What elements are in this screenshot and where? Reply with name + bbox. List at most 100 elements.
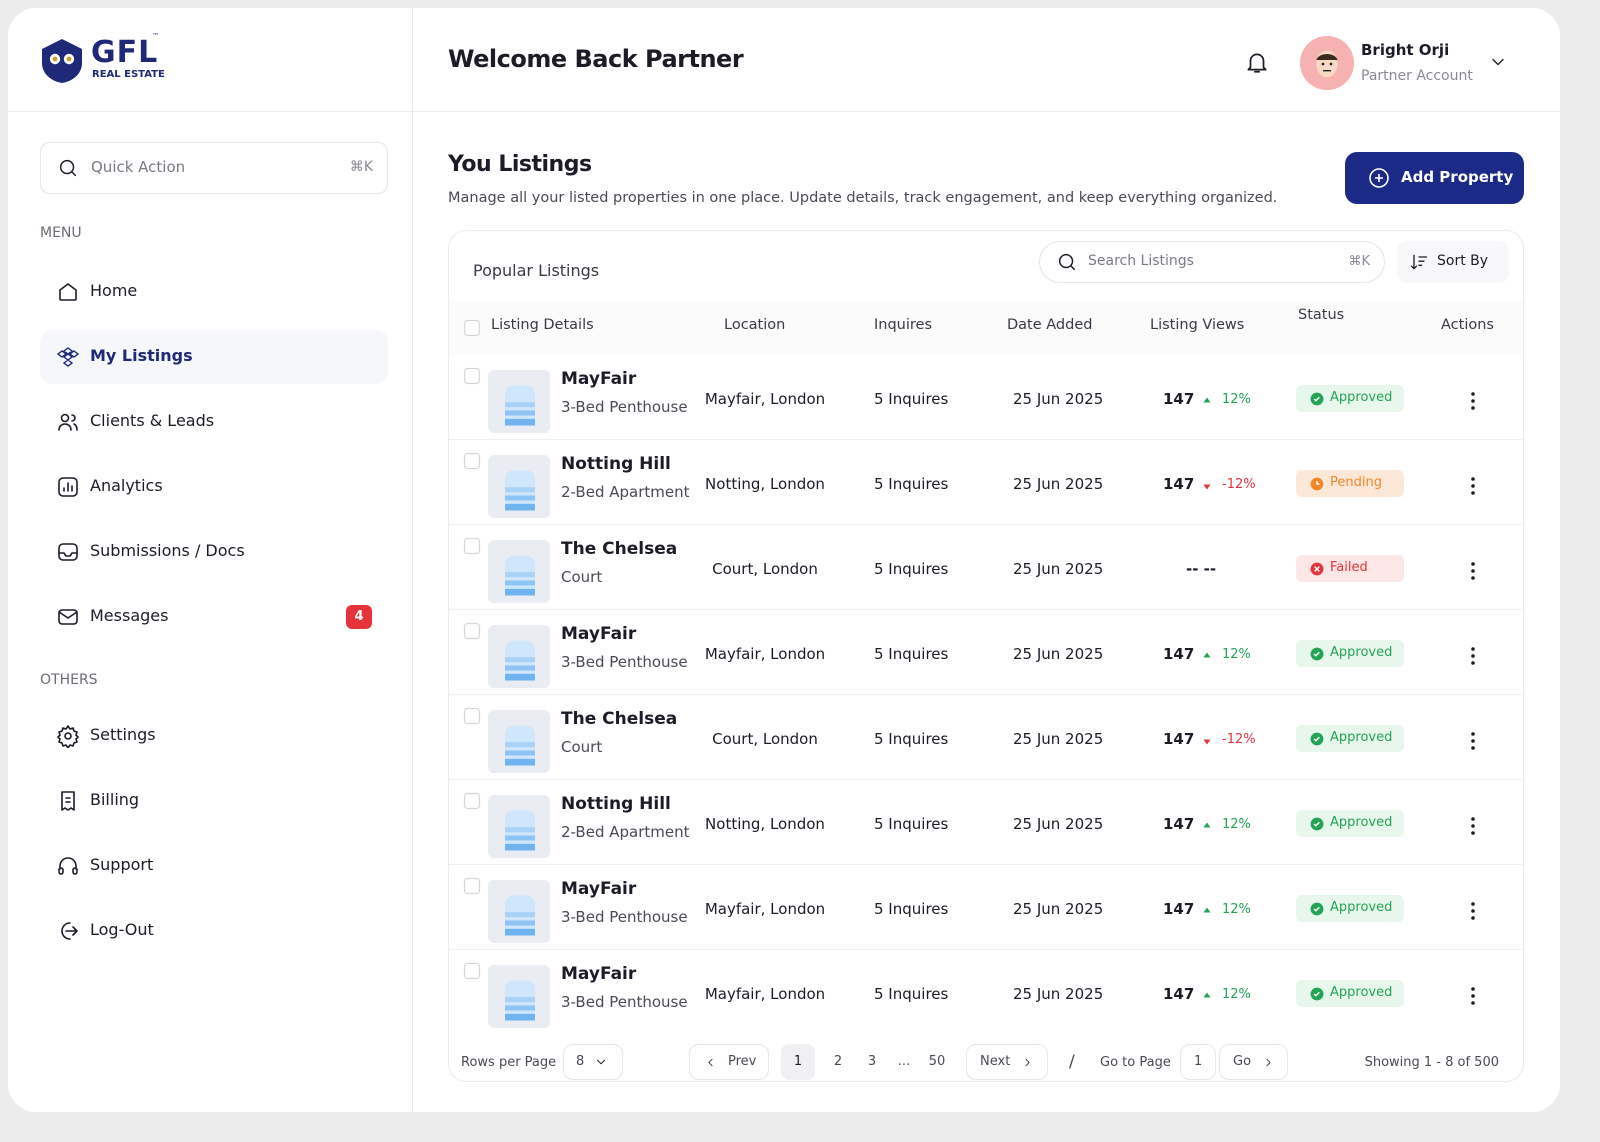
- nav-item[interactable]: Submissions / Docs: [40, 525, 388, 579]
- listing-type: 3-Bed Penthouse: [561, 653, 688, 671]
- listing-views: 147: [1163, 900, 1195, 918]
- avatar-face: [1316, 50, 1338, 78]
- column-header: Date Added: [1007, 317, 1093, 333]
- page-number[interactable]: 50: [928, 1054, 946, 1069]
- nav-item[interactable]: Support: [40, 839, 388, 893]
- listing-thumbnail: [488, 795, 550, 858]
- page-number[interactable]: 3: [867, 1054, 877, 1069]
- nav-item[interactable]: My Listings: [40, 330, 388, 384]
- nav-item[interactable]: Clients & Leads: [40, 395, 388, 449]
- nav-icon: [57, 725, 79, 748]
- page-number[interactable]: 1: [781, 1044, 815, 1080]
- checkbox[interactable]: [463, 622, 481, 640]
- next-button[interactable]: Next: [966, 1044, 1048, 1080]
- listing-location: Court, London: [712, 560, 818, 578]
- prev-button[interactable]: Prev: [689, 1044, 769, 1080]
- checkbox[interactable]: [463, 452, 481, 470]
- column-header: Location: [724, 317, 786, 333]
- table-search[interactable]: Search Listings ⌘K: [1039, 241, 1385, 283]
- nav-item[interactable]: Analytics: [40, 460, 388, 514]
- nav-label: Support: [90, 855, 154, 874]
- status-label: Approved: [1330, 985, 1393, 1000]
- notification-bell[interactable]: [1244, 49, 1270, 75]
- nav-icon: [58, 609, 78, 625]
- listing-inquiries: 5 Inquires: [874, 985, 949, 1003]
- nav-item[interactable]: Home: [40, 265, 388, 319]
- status-badge: Approved: [1296, 980, 1404, 1007]
- nav-item[interactable]: Messages 4: [40, 590, 388, 644]
- nav-label: Analytics: [90, 476, 163, 495]
- listing-location: Mayfair, London: [704, 985, 826, 1003]
- rows-per-page-select[interactable]: 8: [563, 1044, 623, 1080]
- plus-icon: [1369, 168, 1389, 188]
- listing-row: MayFair 3-Bed Penthouse Mayfair, London 5 I…: [449, 865, 1523, 950]
- listing-name: MayFair: [561, 624, 637, 644]
- trend-arrow: [1203, 822, 1211, 828]
- logo-sub: REAL ESTATE: [92, 69, 165, 80]
- go-button[interactable]: Go: [1219, 1044, 1288, 1080]
- nav-item[interactable]: Log-Out: [40, 904, 388, 958]
- status-label: Approved: [1330, 390, 1393, 405]
- nav-item[interactable]: Settings: [40, 709, 388, 763]
- nav-icon: [58, 413, 78, 431]
- trend-arrow: [1203, 992, 1211, 998]
- add-property-button[interactable]: Add Property: [1345, 152, 1524, 204]
- listing-date: 25 Jun 2025: [1013, 645, 1104, 663]
- logo-tm: ™: [152, 32, 159, 40]
- thumbnail-image: [505, 895, 535, 936]
- nav-label: Log-Out: [90, 920, 154, 939]
- checkbox[interactable]: [463, 319, 481, 337]
- checkbox[interactable]: [463, 367, 481, 385]
- row-actions[interactable]: [1461, 559, 1485, 583]
- sidebar-divider: [412, 8, 413, 1112]
- search-placeholder: Quick Action: [91, 158, 186, 176]
- chevron: [1025, 1058, 1030, 1067]
- logo-name: GFL: [91, 35, 159, 70]
- rows-per-page-label: Rows per Page: [461, 1055, 557, 1070]
- quick-action-search[interactable]: Quick Action ⌘K: [40, 142, 388, 194]
- row-actions[interactable]: [1461, 474, 1485, 498]
- listings-card: Popular Listings Search Listings ⌘K Sort By…: [448, 230, 1524, 1082]
- listing-name: MayFair: [561, 964, 637, 984]
- menu-label: MENU: [40, 225, 82, 241]
- thumbnail-image: [505, 385, 535, 426]
- rows-per-page-value: 8: [576, 1054, 585, 1069]
- listing-type: Court: [561, 568, 603, 586]
- listing-location: Mayfair, London: [704, 390, 826, 408]
- status-badge: Approved: [1296, 895, 1404, 922]
- nav-item[interactable]: Billing: [40, 774, 388, 828]
- row-actions[interactable]: [1461, 644, 1485, 668]
- goto-label: Go to Page: [1100, 1055, 1171, 1070]
- user-menu-chevron[interactable]: [1488, 52, 1508, 72]
- column-header: Inquires: [874, 317, 933, 333]
- goto-input[interactable]: 1: [1180, 1044, 1216, 1080]
- checkbox[interactable]: [463, 537, 481, 555]
- listing-name: MayFair: [561, 369, 637, 389]
- row-actions[interactable]: [1461, 729, 1485, 753]
- nav-label: Billing: [90, 790, 140, 809]
- nav-icon: [61, 791, 75, 811]
- page-number[interactable]: 2: [833, 1054, 843, 1069]
- row-actions[interactable]: [1461, 389, 1485, 413]
- thumbnail-image: [505, 725, 535, 766]
- listing-inquiries: 5 Inquires: [874, 560, 949, 578]
- add-property-label: Add Property: [1401, 168, 1514, 186]
- checkbox[interactable]: [463, 962, 481, 980]
- page-number[interactable]: ...: [897, 1054, 911, 1069]
- sort-button[interactable]: Sort By: [1397, 241, 1509, 283]
- status-label: Failed: [1330, 560, 1368, 575]
- listing-row: Notting Hill 2-Bed Apartment Notting, Lond…: [449, 440, 1523, 525]
- listing-date: 25 Jun 2025: [1013, 390, 1104, 408]
- row-actions[interactable]: [1461, 984, 1485, 1008]
- checkbox[interactable]: [463, 877, 481, 895]
- checkbox[interactable]: [463, 707, 481, 725]
- checkbox[interactable]: [463, 792, 481, 810]
- pagination-separator: /: [1069, 1052, 1075, 1072]
- listing-change: 12%: [1222, 817, 1251, 832]
- listing-inquiries: 5 Inquires: [874, 900, 949, 918]
- search-shortcut: ⌘K: [349, 159, 373, 175]
- showing-count: Showing 1 - 8 of 500: [1364, 1055, 1499, 1070]
- row-actions[interactable]: [1461, 899, 1485, 923]
- listing-thumbnail: [488, 625, 550, 688]
- row-actions[interactable]: [1461, 814, 1485, 838]
